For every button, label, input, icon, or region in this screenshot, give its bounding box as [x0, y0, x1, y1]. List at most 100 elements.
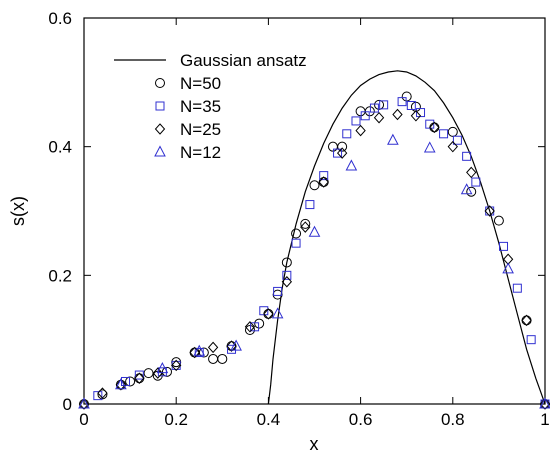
data-point-n35	[93, 391, 103, 401]
data-point-n12	[230, 339, 242, 351]
data-point-n35	[342, 129, 352, 139]
data-point-n50	[374, 99, 385, 110]
y-tick-label: 0.2	[48, 266, 72, 285]
data-point-n35	[471, 177, 481, 187]
data-point-n50	[263, 308, 274, 319]
data-point-n12	[345, 159, 358, 171]
data-point-n12	[156, 362, 169, 374]
data-point-n50	[466, 186, 477, 197]
data-point-n12	[423, 141, 436, 153]
data-point-n12	[193, 344, 206, 356]
y-tick-label: 0.4	[48, 138, 72, 157]
data-point-n50	[161, 366, 172, 377]
data-point-n35	[512, 283, 522, 293]
gaussian-ansatz-line	[267, 70, 546, 405]
x-tick-label: 0.2	[164, 410, 188, 429]
data-point-n50	[429, 122, 440, 133]
data-markers	[78, 91, 550, 410]
data-point-n35	[397, 97, 407, 107]
x-axis-label: x	[310, 434, 319, 454]
data-point-n50	[364, 106, 375, 117]
data-point-n50	[244, 325, 255, 336]
legend-label-n25: N=25	[180, 120, 221, 139]
data-point-n35	[526, 335, 536, 345]
data-point-n50	[300, 218, 311, 229]
x-tick-label: 1	[540, 410, 549, 429]
data-point-n12	[308, 225, 321, 237]
data-point-n25	[318, 176, 329, 188]
data-point-n50	[254, 318, 265, 329]
data-point-n50	[125, 376, 136, 387]
data-point-n12	[539, 397, 550, 409]
data-point-n50	[447, 126, 458, 137]
plot-frame	[83, 17, 546, 405]
legend-marker-n50	[155, 78, 165, 88]
data-point-n12	[271, 307, 284, 319]
legend-label-gaussian-ansatz: Gaussian ansatz	[180, 51, 307, 70]
data-point-n50	[493, 215, 504, 226]
data-point-n35	[425, 119, 435, 129]
data-point-n35	[369, 103, 379, 113]
data-point-n25	[115, 378, 127, 391]
data-point-n25	[281, 276, 293, 288]
data-point-n35	[452, 135, 462, 145]
data-point-n50	[318, 177, 329, 188]
data-point-n35	[462, 151, 472, 161]
data-point-n50	[134, 373, 145, 384]
data-point-n35	[120, 376, 130, 386]
data-point-n35	[351, 116, 361, 126]
data-point-n35	[406, 100, 416, 110]
legend-label-n12: N=12	[180, 143, 221, 162]
data-point-n35	[333, 148, 343, 158]
data-point-n35	[250, 322, 260, 332]
data-point-n50	[217, 353, 228, 364]
x-tick-label: 0.8	[441, 410, 465, 429]
data-point-n50	[143, 368, 154, 379]
data-point-n25	[392, 108, 403, 121]
data-point-n25	[300, 221, 311, 233]
data-point-n25	[447, 140, 458, 153]
data-point-n25	[134, 372, 145, 385]
legend: Gaussian ansatz N=50 N=35 N=25 N=12	[114, 51, 307, 162]
data-point-n35	[291, 238, 301, 248]
data-point-n50	[521, 315, 532, 326]
data-point-n50	[97, 389, 108, 400]
legend-label-n50: N=50	[180, 74, 221, 93]
data-point-n25	[171, 359, 182, 372]
data-point-n25	[521, 314, 532, 327]
y-axis-label: s(x)	[8, 196, 28, 226]
data-point-n35	[360, 111, 370, 121]
data-point-n25	[207, 341, 219, 354]
data-point-n35	[259, 306, 269, 316]
data-point-n50	[291, 228, 302, 239]
data-point-n12	[115, 378, 127, 390]
y-tick-label: 0.6	[48, 9, 72, 28]
data-point-n12	[460, 183, 473, 195]
data-point-n25	[78, 398, 90, 410]
data-point-n25	[189, 346, 200, 359]
data-point-n35	[282, 270, 292, 280]
data-point-n50	[327, 141, 338, 152]
data-point-n35	[305, 200, 315, 210]
x-tick-label: 0	[79, 410, 88, 429]
data-point-n25	[355, 124, 366, 137]
data-point-n25	[410, 110, 422, 122]
x-tick-label: 0.4	[257, 410, 281, 429]
data-point-n25	[539, 398, 550, 410]
legend-label-n35: N=35	[180, 97, 221, 116]
data-point-n50	[401, 91, 412, 102]
legend-marker-n25	[154, 123, 166, 135]
data-point-n50	[171, 357, 182, 368]
data-point-n25	[152, 367, 163, 379]
legend-marker-n35	[155, 101, 165, 111]
data-point-n50	[208, 353, 219, 364]
legend-marker-n12	[154, 145, 166, 157]
data-point-n25	[244, 321, 256, 333]
data-point-n35	[134, 370, 144, 380]
data-point-n25	[336, 147, 348, 159]
data-point-n35	[379, 100, 389, 110]
data-point-n35	[416, 108, 426, 118]
y-tick-label: 0	[63, 395, 72, 414]
data-point-n12	[78, 397, 90, 409]
